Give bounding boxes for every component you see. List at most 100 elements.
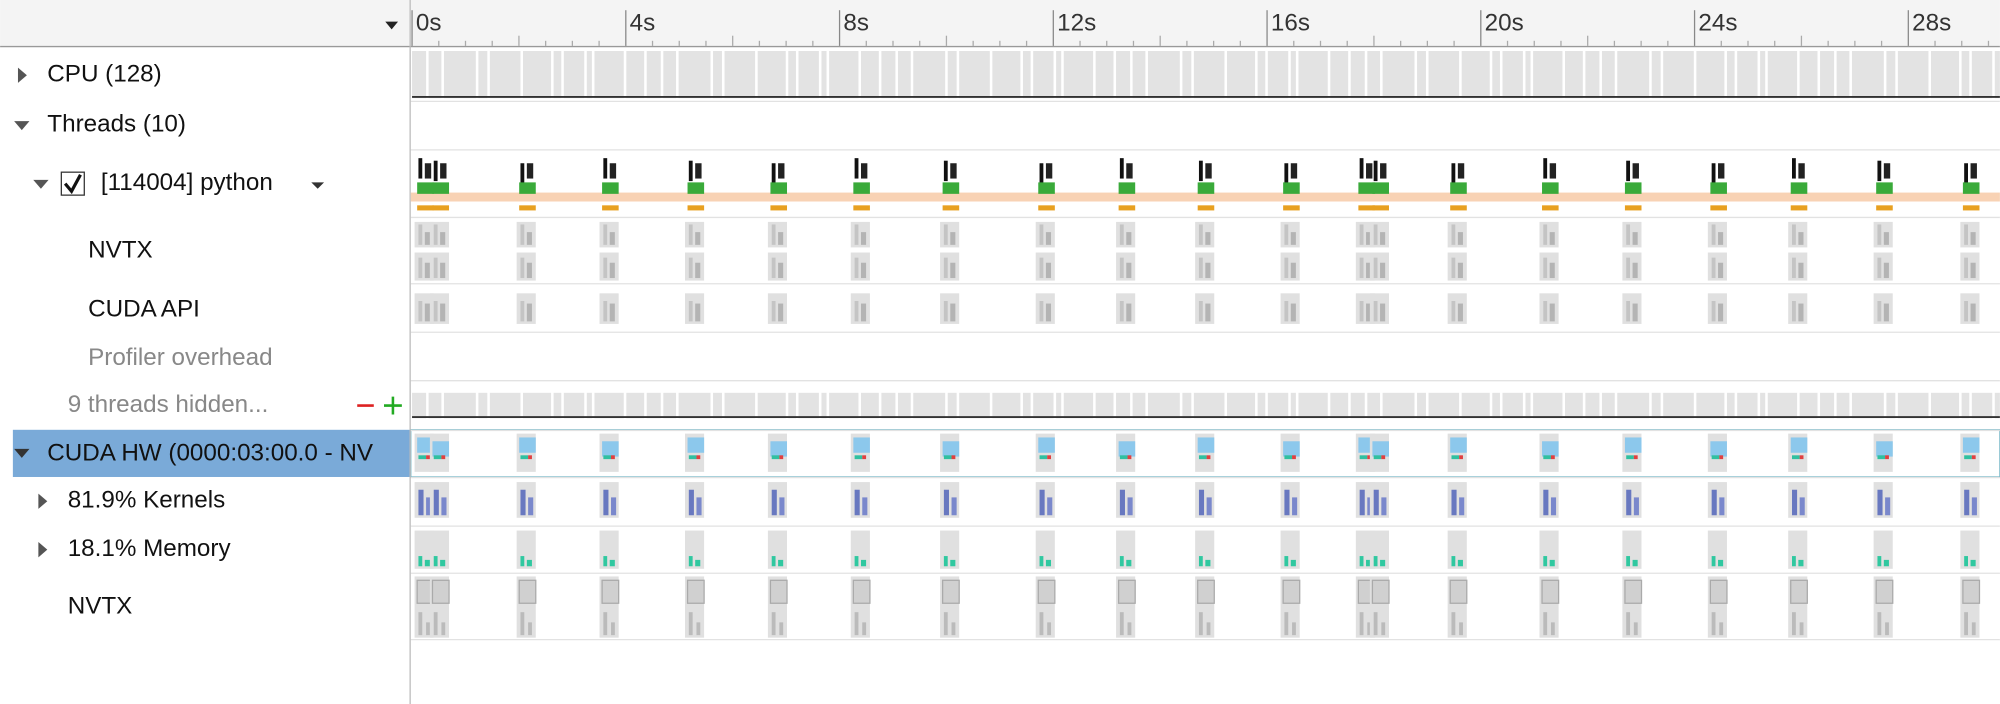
activity-block	[1820, 392, 1835, 419]
memcpy	[950, 559, 956, 567]
activity-block	[553, 51, 562, 99]
range	[1039, 224, 1044, 245]
gpu-memory	[1971, 455, 1976, 460]
cuda-event	[1542, 205, 1559, 211]
activity-block	[959, 51, 990, 99]
activity-block	[1533, 392, 1563, 419]
gpu-memory	[1359, 455, 1368, 460]
activity-block	[412, 392, 427, 419]
os-runtime	[1358, 182, 1375, 194]
gpu-memory	[1047, 455, 1052, 460]
cpu-sample	[1126, 163, 1133, 179]
range	[1711, 257, 1716, 279]
activity-block	[1417, 51, 1426, 99]
header-menu[interactable]	[385, 21, 399, 30]
activity-block	[1033, 392, 1054, 419]
cpu-sample	[1284, 163, 1289, 184]
activity-block	[1193, 51, 1225, 99]
gpu-memory	[1719, 455, 1724, 460]
activity-block	[897, 392, 911, 419]
activity-block	[1056, 392, 1062, 419]
range	[424, 262, 430, 279]
burst-bg	[850, 293, 870, 324]
range	[1798, 303, 1804, 322]
memcpy	[1366, 559, 1372, 567]
cpu-sample	[688, 160, 693, 182]
cpu-sample	[1380, 163, 1387, 179]
activity-block	[757, 392, 786, 419]
kernel	[951, 497, 957, 516]
range	[520, 257, 525, 279]
kernel	[1459, 497, 1465, 516]
memcpy	[778, 559, 784, 567]
cpu-sample	[1373, 160, 1378, 182]
cuda-event	[1710, 205, 1727, 211]
memcpy	[440, 559, 446, 567]
activity-block	[1663, 51, 1694, 99]
activity-block	[1182, 392, 1192, 419]
range	[433, 224, 438, 245]
activity-block	[1836, 392, 1850, 419]
gpu-activity	[432, 441, 450, 457]
range	[778, 262, 784, 279]
row-label: NVTX	[88, 237, 153, 264]
activity-block	[1696, 392, 1725, 419]
activity-block	[646, 51, 661, 99]
show-button[interactable]	[384, 396, 402, 415]
cpu-sample	[609, 163, 617, 179]
range	[603, 612, 608, 636]
cuda-event	[1283, 205, 1300, 211]
activity-block	[860, 392, 879, 419]
range	[1292, 622, 1296, 636]
burst-bg	[1960, 293, 1980, 324]
gpu-memory	[1367, 455, 1372, 460]
collapse-arrow[interactable]	[14, 121, 30, 131]
ruler-label: 16s	[1271, 10, 1310, 37]
cuda-event	[942, 205, 960, 211]
gpu-memory	[426, 455, 430, 460]
row-label: CUDA HW (0000:03:00.0 - NV	[47, 439, 374, 466]
range	[769, 579, 788, 604]
burst-bg	[1539, 293, 1559, 324]
cpu-sample	[1964, 163, 1968, 184]
kernel	[1885, 497, 1891, 516]
activity-block	[428, 51, 442, 99]
collapse-arrow[interactable]	[33, 179, 49, 189]
kernel	[1877, 489, 1883, 516]
range	[696, 622, 701, 636]
range	[609, 232, 615, 245]
activity-block	[626, 51, 645, 99]
expand-arrow[interactable]	[38, 542, 48, 558]
memcpy	[1549, 559, 1555, 567]
activity-block	[1886, 51, 1896, 99]
burst-bg	[940, 252, 960, 281]
expand-arrow[interactable]	[17, 67, 27, 83]
cuda-event	[853, 205, 870, 211]
range	[862, 622, 867, 636]
range	[1119, 224, 1124, 245]
burst-bg	[1195, 530, 1215, 569]
cuda-event	[687, 205, 705, 211]
range	[778, 232, 784, 245]
range	[1457, 232, 1463, 245]
ruler-label: 24s	[1698, 10, 1737, 37]
os-runtime	[687, 182, 705, 194]
range	[1284, 224, 1289, 245]
activity-block	[1931, 392, 1960, 419]
row-label: Profiler overhead	[88, 344, 272, 371]
burst-bg	[767, 293, 788, 324]
activity-block	[1063, 51, 1094, 99]
range	[1624, 579, 1643, 604]
range	[943, 224, 948, 245]
collapse-arrow[interactable]	[14, 448, 30, 458]
process-menu[interactable]	[311, 182, 325, 189]
burst-bg	[1707, 252, 1727, 281]
kernel	[1550, 497, 1557, 516]
gpu-memory	[1885, 455, 1889, 460]
activity-block	[1056, 51, 1062, 99]
activity-block	[788, 392, 796, 419]
burst-bg	[599, 252, 619, 281]
expand-arrow[interactable]	[38, 493, 48, 509]
activity-block	[913, 51, 946, 99]
burst-bg	[1280, 221, 1300, 248]
